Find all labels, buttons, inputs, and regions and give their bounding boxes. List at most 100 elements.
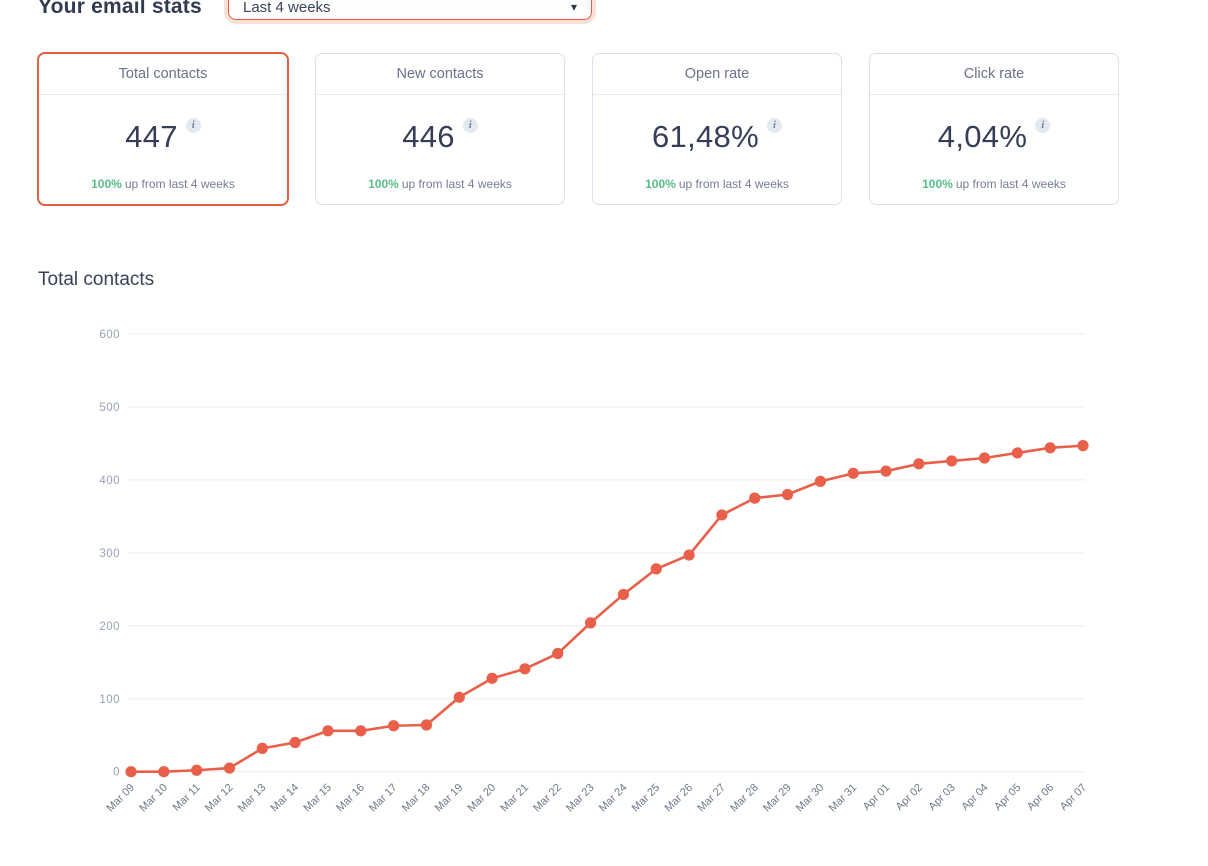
stat-card-change: 100% up from last 4 weeks [39,177,287,191]
y-axis-tick-label: 300 [99,548,120,560]
x-axis-tick-label: Apr 02 [894,782,925,813]
data-point[interactable] [781,488,794,501]
data-point[interactable] [650,563,662,575]
y-axis-tick-label: 0 [113,767,120,779]
x-axis-tick-label: Mar 29 [761,782,794,815]
date-range-select[interactable]: Last 4 weeks ▾ [228,0,592,20]
data-point[interactable] [486,672,498,684]
change-text: up from last 4 weeks [955,177,1066,191]
data-point[interactable] [355,725,367,737]
data-point[interactable] [420,719,433,731]
x-axis-tick-label: Apr 07 [1058,782,1089,813]
y-axis-tick-label: 500 [99,402,120,414]
chevron-down-icon: ▾ [570,0,577,14]
x-axis-tick-label: Mar 14 [269,782,302,815]
stat-card-value: 61,48% [652,118,759,154]
change-percent: 100% [922,177,953,191]
stat-card-value: 4,04% [937,118,1028,154]
stat-card-change: 100% up from last 4 weeks [870,177,1118,191]
x-axis-tick-label: Mar 20 [466,782,499,815]
stat-card-total-contacts[interactable]: Total contacts 447 i 100% up from last 4 … [38,53,288,205]
x-axis-tick-label: Mar 31 [827,782,860,815]
x-axis-tick-label: Mar 13 [236,782,269,815]
stat-card-value-row: 61,48% i [593,95,841,204]
line-series [129,444,1085,774]
x-axis-tick-label: Mar 09 [104,782,137,815]
info-icon[interactable]: i [766,118,782,133]
data-point[interactable] [256,742,268,754]
data-point[interactable] [519,663,531,675]
data-point[interactable] [978,452,991,464]
stat-card-open-rate[interactable]: Open rate 61,48% i 100% up from last 4 we… [592,53,842,205]
stat-card-change: 100% up from last 4 weeks [316,177,564,191]
stat-card-title: Click rate [870,54,1118,95]
date-range-value: Last 4 weeks [243,0,331,16]
x-axis-tick-label: Apr 04 [959,782,990,813]
info-icon[interactable]: i [185,118,201,133]
x-axis-tick-label: Mar 26 [662,782,695,815]
data-point[interactable] [617,588,630,601]
stat-card-change: 100% up from last 4 weeks [593,177,841,191]
x-axis-tick-label: Mar 27 [695,782,728,815]
info-icon[interactable]: i [1035,118,1051,133]
stat-card-title: Total contacts [39,54,287,95]
data-point[interactable] [814,475,826,487]
data-point[interactable] [683,549,695,561]
data-point[interactable] [946,455,958,467]
data-point[interactable] [880,465,892,477]
data-point[interactable] [388,720,400,732]
data-point[interactable] [223,762,236,774]
x-axis-tick-label: Apr 06 [1025,782,1056,813]
x-axis-tick-label: Mar 15 [301,782,334,815]
x-axis-tick-label: Mar 24 [597,782,630,815]
page-title: Your email stats [38,0,202,18]
data-point[interactable] [1077,440,1089,452]
stat-card-value: 447 [125,118,178,154]
stat-card-value-row: 446 i [316,95,564,204]
y-axis-tick-label: 600 [99,329,120,341]
data-point[interactable] [322,725,334,737]
x-axis-tick-label: Mar 16 [334,782,367,815]
change-text: up from last 4 weeks [124,177,235,191]
change-percent: 100% [368,177,399,191]
x-axis-tick-label: Apr 03 [926,782,957,813]
stat-card-click-rate[interactable]: Click rate 4,04% i 100% up from last 4 we… [869,53,1119,205]
x-axis-tick-label: Mar 17 [367,782,400,815]
x-axis-tick-label: Apr 01 [861,782,892,813]
data-point[interactable] [716,509,728,521]
data-point[interactable] [749,492,761,504]
x-axis-tick-label: Mar 19 [433,782,466,815]
data-point[interactable] [158,766,170,778]
data-point[interactable] [289,736,301,749]
x-axis-tick-label: Mar 22 [531,782,564,815]
stat-card-new-contacts[interactable]: New contacts 446 i 100% up from last 4 we… [315,53,565,205]
x-axis-tick-label: Mar 25 [630,782,663,815]
stat-cards-row: Total contacts 447 i 100% up from last 4 … [38,53,1119,205]
data-point[interactable] [847,467,859,479]
stat-card-value-row: 4,04% i [870,95,1118,204]
x-axis-tick-label: Mar 11 [171,782,203,814]
x-axis-tick-label: Apr 05 [992,782,1023,813]
x-axis-tick-label: Mar 18 [400,782,433,815]
x-axis-tick-label: Mar 30 [794,782,827,815]
x-axis-tick-label: Mar 10 [137,782,170,815]
change-percent: 100% [91,177,122,191]
info-icon[interactable]: i [462,118,478,133]
data-point[interactable] [913,458,925,470]
data-point[interactable] [125,766,137,778]
stat-card-title: Open rate [593,54,841,95]
y-axis-tick-label: 100 [99,694,120,706]
data-point[interactable] [191,764,203,776]
change-text: up from last 4 weeks [401,177,512,191]
data-point[interactable] [453,691,465,703]
data-point[interactable] [584,617,597,629]
data-point[interactable] [1044,442,1056,454]
x-axis-tick-label: Mar 21 [498,782,531,815]
x-axis-tick-label: Mar 12 [203,782,236,815]
data-point[interactable] [1011,447,1023,459]
stat-card-value-row: 447 i [39,95,287,204]
data-point[interactable] [552,647,564,660]
chart-title: Total contacts [38,269,155,290]
